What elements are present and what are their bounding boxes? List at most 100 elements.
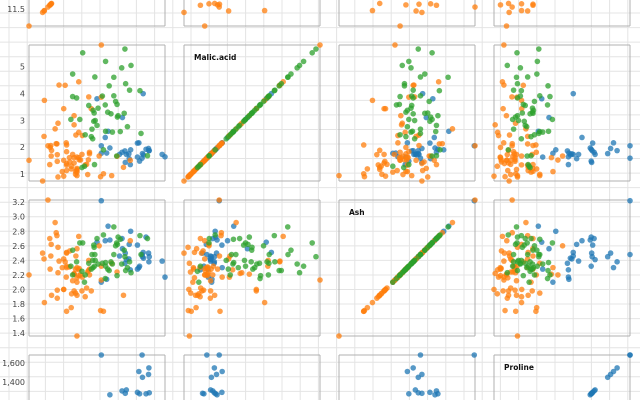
data-point-class-2 bbox=[511, 151, 518, 157]
y-tick-label: 1,600 bbox=[2, 359, 25, 368]
data-point-class-2 bbox=[54, 295, 61, 301]
data-point-class-3 bbox=[112, 98, 119, 105]
data-point-class-3 bbox=[197, 263, 204, 269]
data-point-class-2 bbox=[497, 154, 504, 160]
data-point-class-1 bbox=[565, 161, 572, 168]
data-point-class-1 bbox=[627, 197, 633, 204]
data-point-class-1 bbox=[214, 391, 220, 398]
data-point-class-1 bbox=[122, 390, 129, 397]
data-point-class-2 bbox=[397, 149, 403, 156]
data-point-class-2 bbox=[400, 171, 406, 178]
data-point-class-1 bbox=[610, 264, 617, 271]
data-point-class-3 bbox=[406, 58, 412, 65]
data-point-class-3 bbox=[520, 272, 527, 279]
data-point-class-1 bbox=[604, 374, 611, 381]
data-point-class-3 bbox=[401, 267, 408, 274]
data-point-class-2 bbox=[518, 153, 525, 159]
data-point-class-2 bbox=[52, 219, 58, 226]
data-point-class-3 bbox=[406, 161, 412, 168]
data-point-class-3 bbox=[417, 126, 424, 132]
data-point-class-2 bbox=[98, 42, 105, 48]
y-tick-label: 1.8 bbox=[12, 300, 25, 309]
data-point-class-1 bbox=[139, 352, 145, 358]
data-point-class-3 bbox=[104, 109, 111, 115]
data-point-class-2 bbox=[84, 171, 91, 178]
data-point-class-3 bbox=[526, 279, 532, 285]
panel-proline-vs-alcohol bbox=[28, 352, 166, 400]
data-point-class-2 bbox=[336, 172, 342, 179]
data-point-class-2 bbox=[74, 264, 80, 271]
data-point-class-2 bbox=[195, 291, 202, 297]
data-point-class-1 bbox=[134, 242, 141, 248]
data-point-class-2 bbox=[186, 333, 193, 339]
data-point-class-3 bbox=[230, 236, 237, 243]
data-point-class-1 bbox=[573, 155, 580, 162]
data-point-class-3 bbox=[212, 147, 218, 153]
data-point-class-3 bbox=[296, 62, 303, 69]
panel-alcohol-vs-malic-acid bbox=[181, 0, 321, 29]
data-point-class-3 bbox=[514, 80, 521, 87]
data-point-class-2 bbox=[504, 167, 511, 174]
data-point-class-3 bbox=[435, 112, 441, 119]
data-point-class-3 bbox=[114, 114, 121, 120]
data-point-class-1 bbox=[134, 266, 141, 272]
data-point-class-2 bbox=[191, 275, 198, 281]
data-point-class-2 bbox=[45, 142, 51, 149]
data-point-class-2 bbox=[376, 147, 383, 154]
data-point-class-2 bbox=[75, 272, 82, 279]
data-point-class-3 bbox=[112, 243, 119, 249]
data-point-class-2 bbox=[504, 295, 511, 301]
panel-proline-vs-ash bbox=[338, 352, 478, 400]
data-point-class-2 bbox=[500, 105, 506, 112]
data-point-class-3 bbox=[522, 235, 529, 242]
data-point-class-2 bbox=[276, 259, 283, 265]
data-point-class-3 bbox=[514, 95, 521, 101]
data-point-class-1 bbox=[415, 374, 422, 381]
data-point-class-3 bbox=[137, 87, 143, 94]
data-point-class-3 bbox=[206, 235, 213, 242]
data-point-class-1 bbox=[219, 368, 225, 375]
data-point-class-1 bbox=[159, 258, 165, 264]
data-point-class-2 bbox=[55, 269, 61, 276]
y-tick-label: 5 bbox=[20, 63, 25, 72]
data-point-class-2 bbox=[439, 140, 446, 147]
data-point-class-3 bbox=[227, 272, 234, 278]
data-point-class-2 bbox=[501, 258, 507, 264]
data-point-class-2 bbox=[374, 295, 380, 301]
data-point-class-1 bbox=[589, 242, 596, 248]
data-point-class-2 bbox=[495, 132, 502, 139]
data-point-class-2 bbox=[71, 122, 77, 128]
data-point-class-1 bbox=[565, 267, 572, 273]
data-point-class-2 bbox=[218, 140, 225, 147]
data-point-class-1 bbox=[219, 389, 225, 396]
panel-frame bbox=[183, 44, 321, 182]
data-point-class-2 bbox=[69, 151, 76, 158]
data-point-class-1 bbox=[219, 242, 225, 248]
data-point-class-2 bbox=[218, 229, 225, 236]
data-point-class-2 bbox=[41, 8, 47, 14]
data-point-class-2 bbox=[48, 253, 54, 259]
data-point-class-2 bbox=[518, 7, 525, 14]
data-point-class-2 bbox=[513, 166, 520, 173]
data-point-class-3 bbox=[102, 275, 109, 282]
data-point-class-3 bbox=[531, 98, 538, 105]
data-point-class-1 bbox=[139, 374, 146, 381]
data-point-class-3 bbox=[512, 241, 519, 248]
data-point-class-1 bbox=[127, 161, 134, 168]
data-point-class-2 bbox=[63, 263, 70, 269]
data-point-class-3 bbox=[102, 58, 109, 65]
y-tick-label: 1.4 bbox=[12, 329, 25, 338]
data-point-class-1 bbox=[107, 391, 113, 398]
data-point-class-3 bbox=[436, 87, 443, 94]
panel-malic-acid-vs-malic-acid: Malic.acid bbox=[181, 42, 323, 184]
data-point-class-2 bbox=[207, 295, 214, 301]
data-point-class-1 bbox=[146, 259, 152, 265]
data-point-class-2 bbox=[530, 253, 536, 259]
data-point-class-3 bbox=[122, 46, 128, 52]
data-point-class-3 bbox=[264, 259, 270, 265]
data-point-class-3 bbox=[73, 95, 80, 101]
data-point-class-2 bbox=[71, 112, 77, 119]
data-point-class-3 bbox=[539, 261, 546, 267]
data-point-class-2 bbox=[63, 250, 70, 256]
